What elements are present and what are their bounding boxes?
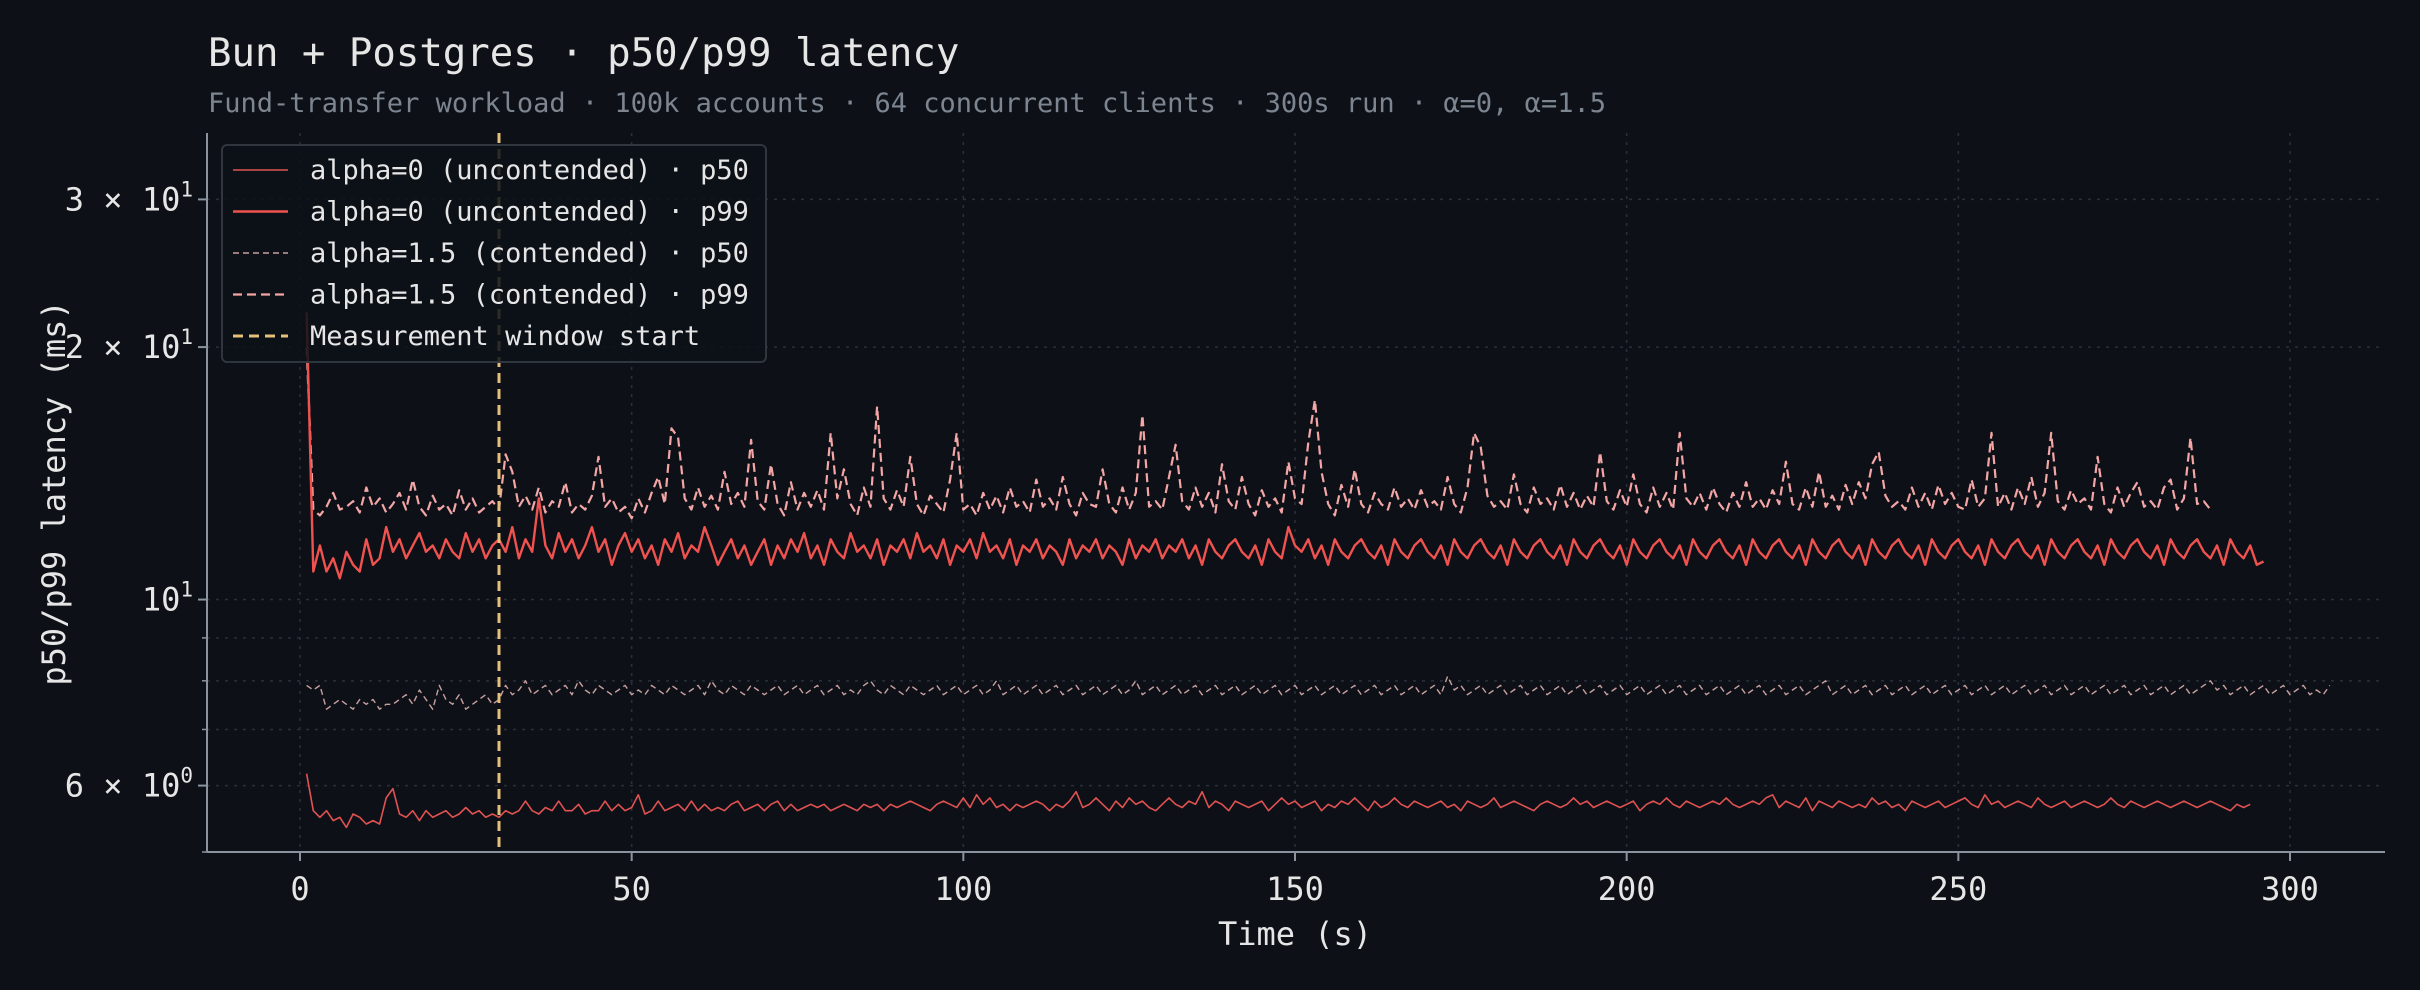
chart-subtitle: Fund-transfer workload · 100k accounts ·… — [208, 88, 1606, 119]
x-tick-label: 250 — [1929, 870, 1987, 908]
x-tick-label: 0 — [290, 870, 309, 908]
series-line-1 — [305, 312, 2265, 580]
series-line-3 — [305, 347, 2212, 520]
y-tick-label-sep: × — [84, 180, 142, 218]
legend: alpha=0 (uncontended) · p50 alpha=0 (unco… — [221, 144, 767, 363]
x-tick-label: 100 — [934, 870, 992, 908]
legend-label: alpha=0 (uncontended) · p99 — [310, 197, 749, 228]
y-tick-label: 6 × 100 — [65, 764, 193, 805]
y-tick-label: 101 — [142, 578, 193, 619]
y-tick-label: 3 × 101 — [65, 177, 193, 218]
y-tick-label-sep: × — [84, 767, 142, 805]
y-tick-label-mantissa: 6 — [65, 767, 84, 805]
y-tick-label-mantissa: 3 — [65, 180, 84, 218]
y-tick-label: 2 × 101 — [65, 325, 193, 366]
y-tick-label-exp: 1 — [180, 177, 193, 201]
x-tick-label: 200 — [1598, 870, 1656, 908]
x-tick-label: 300 — [2261, 870, 2319, 908]
series-line-0 — [305, 773, 2251, 829]
legend-label: Measurement window start — [310, 321, 700, 352]
y-tick-label-sep: × — [84, 328, 142, 366]
y-tick-label-base: 10 — [142, 180, 181, 218]
y-axis-label: p50/p99 latency (ms) — [35, 300, 73, 685]
x-axis-label: Time (s) — [1218, 915, 1372, 953]
y-tick-label-exp: 0 — [180, 764, 193, 788]
legend-label: alpha=0 (uncontended) · p50 — [310, 155, 749, 186]
y-tick-label-mantissa: 2 — [65, 328, 84, 366]
legend-box — [221, 144, 767, 363]
y-tick-label-base: 10 — [142, 328, 181, 366]
legend-label: alpha=1.5 (contended) · p50 — [310, 238, 749, 269]
y-tick-label-base: 10 — [142, 767, 181, 805]
y-tick-label-exp: 1 — [180, 325, 193, 349]
y-tick-label-base: 10 — [142, 581, 181, 619]
plot-area — [305, 133, 2331, 852]
legend-label: alpha=1.5 (contended) · p99 — [310, 280, 749, 311]
series-line-2 — [306, 675, 2331, 710]
x-tick-label: 150 — [1266, 870, 1324, 908]
chart-title: Bun + Postgres · p50/p99 latency — [208, 31, 959, 76]
y-tick-label-exp: 1 — [180, 578, 193, 602]
x-tick-label: 50 — [612, 870, 651, 908]
